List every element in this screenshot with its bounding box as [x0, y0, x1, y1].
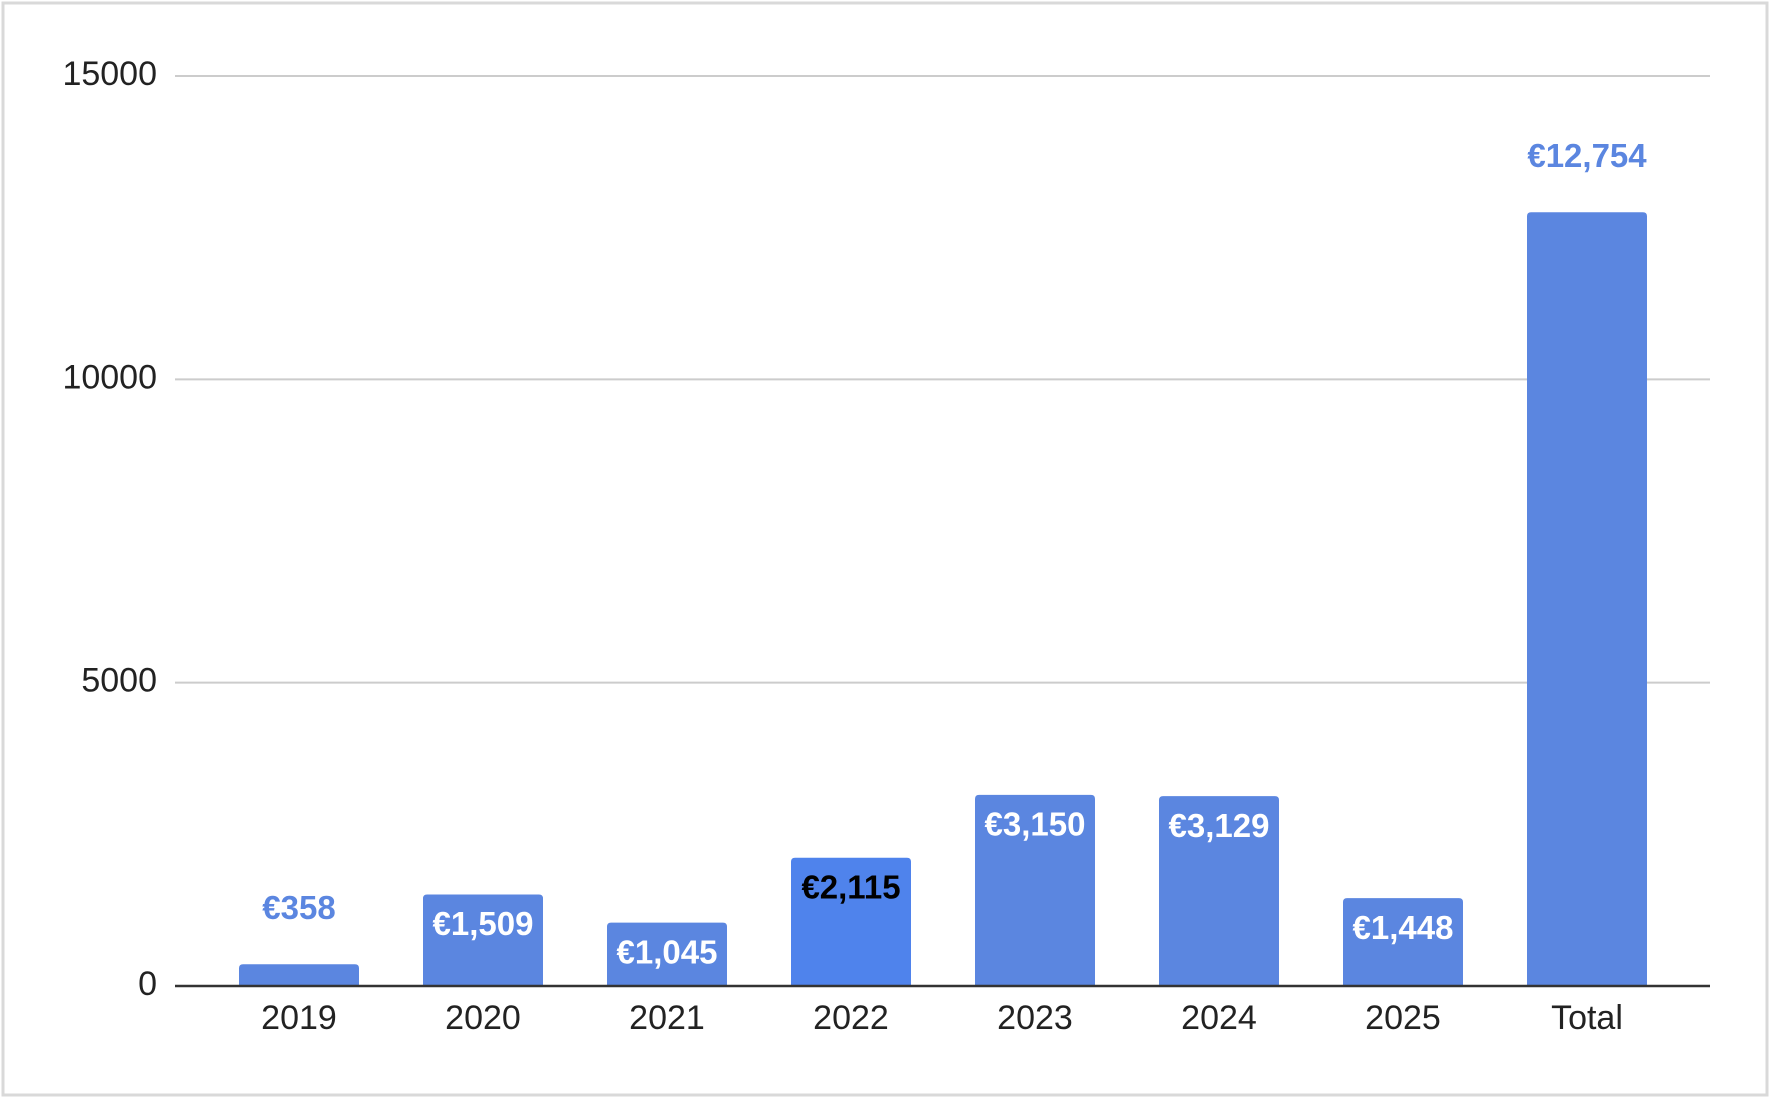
y-tick-label: 5000 — [81, 662, 157, 700]
value-label: €2,115 — [801, 868, 900, 905]
bar — [791, 857, 911, 986]
value-label: €358 — [262, 889, 335, 926]
bar — [1159, 796, 1279, 986]
x-tick-label: 2022 — [813, 999, 889, 1037]
x-tick-label: 2023 — [997, 999, 1073, 1037]
x-tick-label: 2020 — [445, 999, 521, 1037]
x-tick-label: Total — [1551, 999, 1623, 1037]
value-label: €3,150 — [985, 806, 1086, 843]
bar — [975, 794, 1095, 986]
bar — [1343, 898, 1463, 986]
value-label: €1,509 — [433, 905, 534, 942]
y-tick-label: 10000 — [62, 358, 157, 396]
x-tick-label: 2019 — [261, 999, 337, 1037]
x-tick-label: 2021 — [629, 999, 705, 1037]
value-label: €1,045 — [617, 933, 718, 970]
value-label: €12,754 — [1527, 137, 1647, 174]
bar — [239, 964, 359, 986]
y-tick-label: 15000 — [62, 55, 157, 93]
value-label: €3,129 — [1169, 807, 1270, 844]
bar — [1527, 212, 1647, 987]
bar — [423, 894, 543, 986]
y-tick-label: 0 — [138, 965, 157, 1003]
x-tick-label: 2025 — [1365, 999, 1441, 1037]
x-tick-label: 2024 — [1181, 999, 1257, 1037]
value-label: €1,448 — [1353, 909, 1454, 946]
bar — [607, 922, 727, 986]
